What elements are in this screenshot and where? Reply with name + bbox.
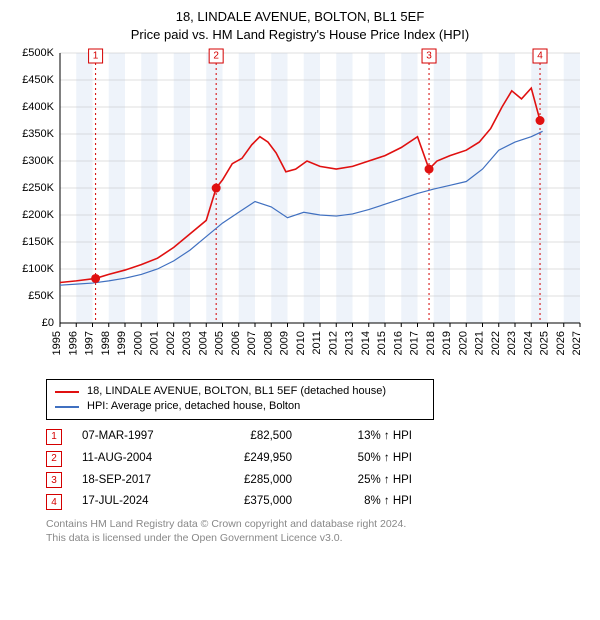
svg-text:£450K: £450K [22, 74, 54, 86]
title-line-2: Price paid vs. HM Land Registry's House … [10, 26, 590, 44]
attribution-line: This data is licensed under the Open Gov… [46, 531, 590, 545]
svg-text:2012: 2012 [327, 331, 339, 355]
transaction-marker-icon: 2 [46, 451, 62, 467]
svg-text:2024: 2024 [522, 331, 534, 355]
transaction-date: 11-AUG-2004 [82, 448, 192, 470]
svg-text:£50K: £50K [28, 290, 54, 302]
legend-item: HPI: Average price, detached house, Bolt… [55, 399, 425, 414]
transaction-price: £249,950 [212, 448, 292, 470]
svg-text:2: 2 [213, 51, 219, 62]
svg-text:2005: 2005 [214, 331, 226, 355]
transaction-marker-icon: 1 [46, 429, 62, 445]
svg-text:2007: 2007 [246, 331, 258, 355]
transaction-vs-hpi: 8% ↑ HPI [312, 491, 412, 513]
svg-text:2008: 2008 [262, 331, 274, 355]
legend-swatch-series-1 [55, 406, 79, 408]
svg-text:1997: 1997 [84, 331, 96, 355]
svg-text:£100K: £100K [22, 263, 54, 275]
attribution: Contains HM Land Registry data © Crown c… [46, 517, 590, 545]
svg-text:2018: 2018 [425, 331, 437, 355]
transaction-vs-hpi: 25% ↑ HPI [312, 470, 412, 492]
svg-text:2015: 2015 [376, 331, 388, 355]
svg-text:£400K: £400K [22, 101, 54, 113]
svg-text:2011: 2011 [311, 331, 323, 355]
svg-text:2017: 2017 [409, 331, 421, 355]
svg-text:£200K: £200K [22, 209, 54, 221]
transaction-vs-hpi: 50% ↑ HPI [312, 448, 412, 470]
transaction-date: 17-JUL-2024 [82, 491, 192, 513]
attribution-line: Contains HM Land Registry data © Crown c… [46, 517, 590, 531]
transaction-price: £82,500 [212, 426, 292, 448]
transaction-price: £285,000 [212, 470, 292, 492]
svg-text:£150K: £150K [22, 236, 54, 248]
transaction-vs-hpi: 13% ↑ HPI [312, 426, 412, 448]
transaction-price: £375,000 [212, 491, 292, 513]
table-row: 4 17-JUL-2024 £375,000 8% ↑ HPI [46, 491, 590, 513]
transaction-marker-icon: 3 [46, 472, 62, 488]
svg-text:2019: 2019 [441, 331, 453, 355]
svg-text:2006: 2006 [230, 331, 242, 355]
svg-text:2025: 2025 [539, 331, 551, 355]
price-chart: £0 £50K £100K £150K £200K £250K £300K £350K £400… [10, 43, 590, 373]
chart-container: 18, LINDALE AVENUE, BOLTON, BL1 5EF Pric… [0, 0, 600, 552]
svg-text:2016: 2016 [392, 331, 404, 355]
svg-text:2021: 2021 [474, 331, 486, 355]
svg-text:2013: 2013 [344, 331, 356, 355]
svg-text:2022: 2022 [490, 331, 502, 355]
svg-text:1995: 1995 [51, 331, 63, 355]
svg-text:2026: 2026 [555, 331, 567, 355]
svg-text:2009: 2009 [279, 331, 291, 355]
svg-text:1998: 1998 [100, 331, 112, 355]
legend-label: 18, LINDALE AVENUE, BOLTON, BL1 5EF (det… [87, 384, 386, 399]
legend-swatch-series-0 [55, 391, 79, 393]
legend-label: HPI: Average price, detached house, Bolt… [87, 399, 300, 414]
svg-text:2010: 2010 [295, 331, 307, 355]
svg-text:2002: 2002 [165, 331, 177, 355]
svg-text:2003: 2003 [181, 331, 193, 355]
svg-text:2023: 2023 [506, 331, 518, 355]
svg-text:4: 4 [537, 51, 543, 62]
svg-text:2027: 2027 [571, 331, 583, 355]
title-line-1: 18, LINDALE AVENUE, BOLTON, BL1 5EF [10, 8, 590, 26]
svg-text:2000: 2000 [132, 331, 144, 355]
table-row: 3 18-SEP-2017 £285,000 25% ↑ HPI [46, 470, 590, 492]
table-row: 2 11-AUG-2004 £249,950 50% ↑ HPI [46, 448, 590, 470]
transactions-table: 1 07-MAR-1997 £82,500 13% ↑ HPI 2 11-AUG… [46, 426, 590, 513]
legend: 18, LINDALE AVENUE, BOLTON, BL1 5EF (det… [46, 379, 434, 420]
svg-text:2004: 2004 [197, 331, 209, 355]
svg-text:£250K: £250K [22, 182, 54, 194]
transaction-date: 18-SEP-2017 [82, 470, 192, 492]
svg-text:2020: 2020 [457, 331, 469, 355]
svg-text:£300K: £300K [22, 155, 54, 167]
svg-text:3: 3 [426, 51, 432, 62]
svg-text:2001: 2001 [149, 331, 161, 355]
svg-text:£500K: £500K [22, 47, 54, 59]
legend-item: 18, LINDALE AVENUE, BOLTON, BL1 5EF (det… [55, 384, 425, 399]
svg-text:2014: 2014 [360, 331, 372, 355]
svg-text:£0: £0 [42, 317, 54, 329]
svg-text:1999: 1999 [116, 331, 128, 355]
transaction-date: 07-MAR-1997 [82, 426, 192, 448]
svg-text:£350K: £350K [22, 128, 54, 140]
table-row: 1 07-MAR-1997 £82,500 13% ↑ HPI [46, 426, 590, 448]
svg-text:1: 1 [93, 51, 99, 62]
transaction-marker-icon: 4 [46, 494, 62, 510]
svg-text:1996: 1996 [67, 331, 79, 355]
